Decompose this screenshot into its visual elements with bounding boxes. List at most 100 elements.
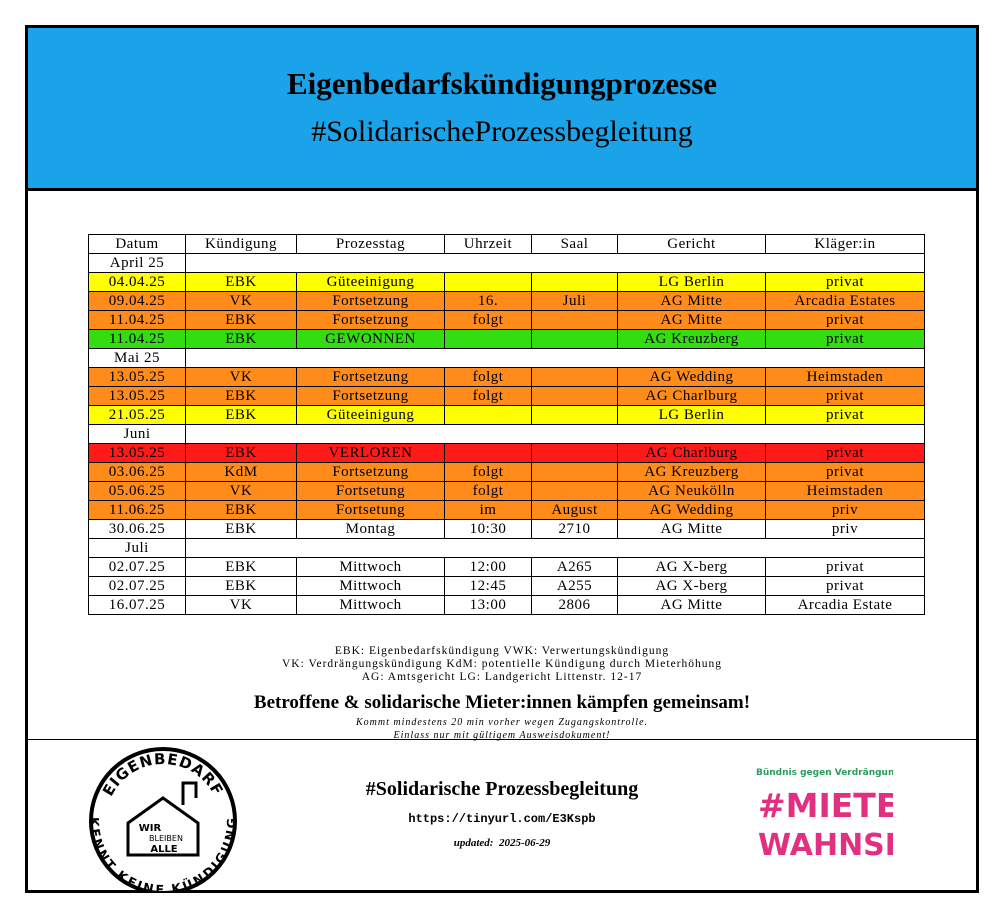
section-fill [185, 348, 925, 368]
poster: Eigenbedarfskündigungprozesse #Solidaris… [25, 25, 979, 893]
logo-inner: BLEIBEN [149, 834, 183, 843]
section-fill [185, 253, 925, 273]
section-row: Juni [88, 424, 925, 444]
cell: folgt [444, 310, 532, 330]
table-row: 09.04.25 VK Fortsetzung 16. Juli AG Mitte Arca… [88, 291, 925, 311]
cell: KdM [185, 462, 297, 482]
slogan: Betroffene & solidarische Mieter:innen k… [253, 692, 751, 713]
subtitle: #SolidarischeProzessbegleitung [311, 115, 693, 148]
logo-line2: WAHNSINN [758, 828, 893, 863]
cell: AG Wedding [617, 500, 766, 520]
cell: privat [765, 557, 925, 577]
column-header: Uhrzeit [444, 234, 532, 254]
hint: Kommt mindestens 20 min vorher wegen Zug… [355, 717, 649, 728]
cell: 11.06.25 [88, 500, 186, 520]
cell: AG Mitte [617, 310, 766, 330]
table-row: 16.07.25 VK Mittwoch 13:00 2806 AG Mitte Arcad… [88, 595, 925, 615]
cell: AG Mitte [617, 595, 766, 615]
cell: EBK [185, 310, 297, 330]
cell: GEWONNEN [296, 329, 445, 349]
cell: Heimstaden [765, 481, 925, 501]
title: Eigenbedarfskündigungprozesse [286, 66, 718, 101]
cell: Fortsetzung [296, 310, 445, 330]
footer-updated: updated: 2025-06-29 [28, 837, 976, 849]
cell: AG Charlburg [617, 443, 766, 463]
cell: VK [185, 595, 297, 615]
cell: VERLOREN [296, 443, 445, 463]
hint: Einlass nur mit gültigem Ausweisdokument… [393, 730, 611, 741]
logo-fist [181, 781, 198, 805]
section-row: Juli [88, 538, 925, 558]
cell: priv [765, 500, 925, 520]
table-row: 11.06.25 EBK Fortsetung im August AG Wedding p… [88, 500, 925, 520]
cell: Mittwoch [296, 557, 445, 577]
table-row: 04.04.25 EBK Güteeinigung LG Berlin privat [88, 272, 925, 292]
logo-inner: WIR [139, 823, 162, 834]
cell [444, 272, 532, 292]
cell: AG Kreuzberg [617, 462, 766, 482]
cell: privat [765, 272, 925, 292]
cell: 02.07.25 [88, 557, 186, 577]
cell: A265 [531, 557, 618, 577]
cell: EBK [185, 557, 297, 577]
cell: EBK [185, 576, 297, 596]
cell: privat [765, 443, 925, 463]
footer-title: #Solidarische Prozessbegleitung [365, 778, 639, 800]
cell: Montag [296, 519, 445, 539]
cell [531, 329, 618, 349]
cell: Güteeinigung [296, 272, 445, 292]
cell: Güteeinigung [296, 405, 445, 425]
cell: 13:00 [444, 595, 532, 615]
table-row: 03.06.25 KdM Fortsetzung folgt AG Kreuzberg p… [88, 462, 925, 482]
footer-url: https://tinyurl.com/E3Kspb [408, 812, 596, 826]
cell: AG X-berg [617, 576, 766, 596]
cell [444, 443, 532, 463]
cell: 12:00 [444, 557, 532, 577]
section-label: Mai 25 [88, 348, 186, 368]
cell: Fortsetzung [296, 367, 445, 387]
cell: Fortsetzung [296, 291, 445, 311]
note: VK: Verdrängungskündigung KdM: potentiel… [281, 658, 723, 670]
cell [531, 367, 618, 387]
cell [444, 405, 532, 425]
cell: folgt [444, 386, 532, 406]
section-label: Juli [88, 538, 186, 558]
cell: 10:30 [444, 519, 532, 539]
cell: 16. [444, 291, 532, 311]
logo-small: Bündnis gegen Verdrängung und [756, 768, 893, 778]
hints: Kommt mindestens 20 min vorher wegen Zug… [28, 716, 976, 742]
updated-label: updated: [453, 837, 494, 849]
cell: EBK [185, 500, 297, 520]
cell: 12:45 [444, 576, 532, 596]
cell: privat [765, 405, 925, 425]
cell: 11.04.25 [88, 329, 186, 349]
cell: AG Wedding [617, 367, 766, 387]
cell: folgt [444, 462, 532, 482]
section-fill [185, 424, 925, 444]
note: AG: Amtsgericht LG: Landgericht Littenst… [361, 671, 643, 683]
cell: privat [765, 576, 925, 596]
cell: Heimstaden [765, 367, 925, 387]
cell: A255 [531, 576, 618, 596]
cell: folgt [444, 367, 532, 387]
cell: LG Berlin [617, 405, 766, 425]
cell: EBK [185, 386, 297, 406]
cell: AG Charlburg [617, 386, 766, 406]
cell: 30.06.25 [88, 519, 186, 539]
cell: EBK [185, 329, 297, 349]
logo-ring [89, 747, 237, 893]
column-header: Kläger:in [765, 234, 925, 254]
cell: AG X-berg [617, 557, 766, 577]
cell: 2806 [531, 595, 618, 615]
logo-inner: ALLE [150, 844, 177, 855]
cell: EBK [185, 443, 297, 463]
cell: im [444, 500, 532, 520]
cell: 13.05.25 [88, 367, 186, 387]
cell: folgt [444, 481, 532, 501]
cell [531, 310, 618, 330]
cell: priv [765, 519, 925, 539]
cell: AG Mitte [617, 519, 766, 539]
cell: Mittwoch [296, 595, 445, 615]
table-row: 11.04.25 EBK Fortsetzung folgt AG Mitte priva… [88, 310, 925, 330]
separator [28, 739, 976, 740]
